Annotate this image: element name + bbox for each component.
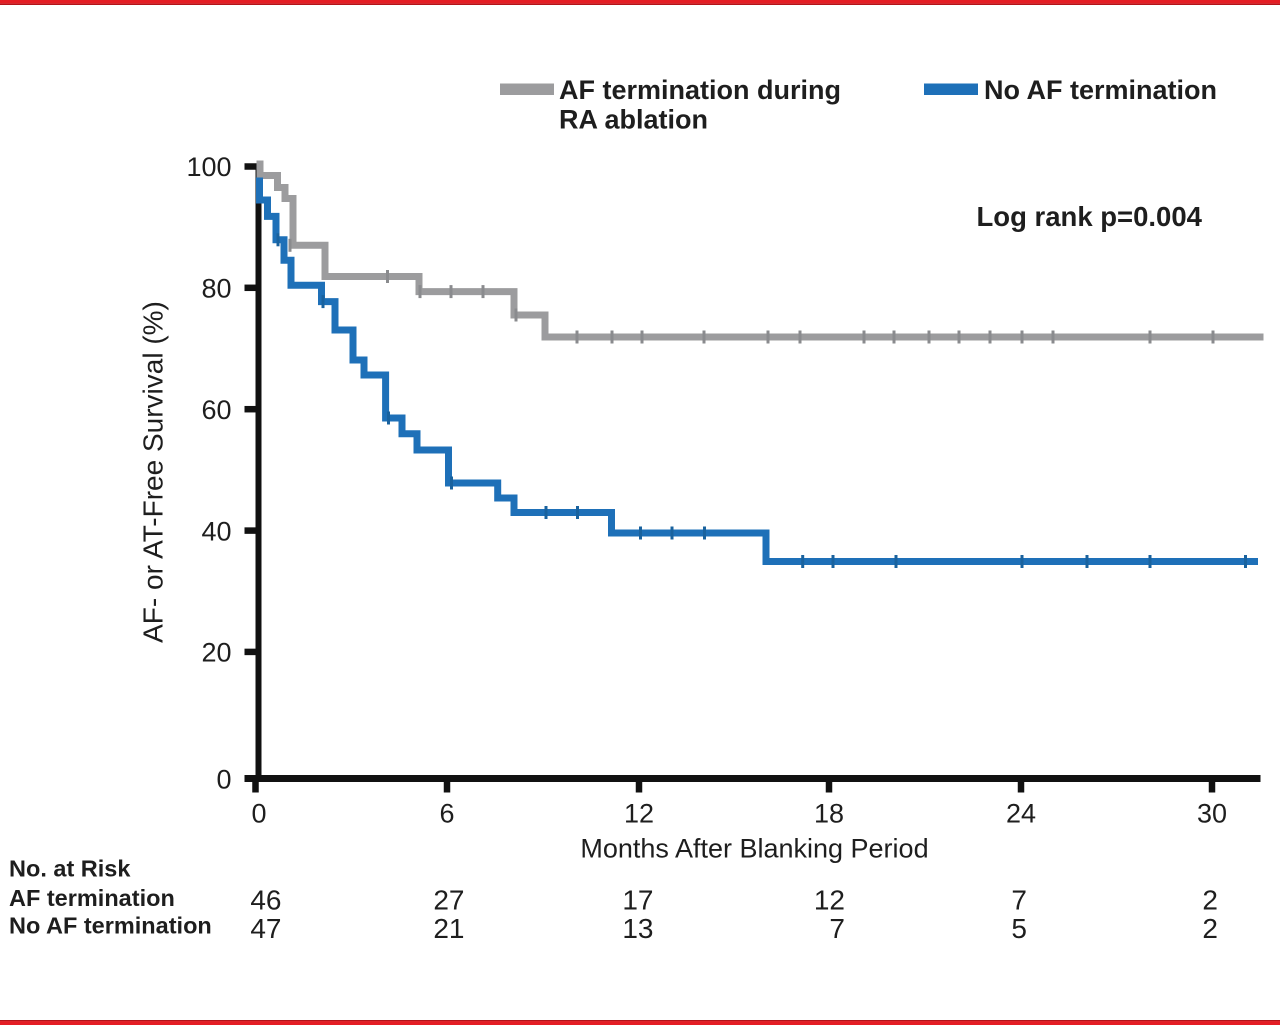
- svg-text:12: 12: [624, 799, 654, 829]
- svg-text:7: 7: [829, 913, 845, 944]
- svg-text:60: 60: [201, 395, 231, 425]
- svg-text:21: 21: [433, 913, 464, 944]
- svg-text:AF- or AT-Free Survival (%): AF- or AT-Free Survival (%): [138, 301, 169, 643]
- svg-text:18: 18: [814, 799, 844, 829]
- svg-text:100: 100: [186, 152, 231, 182]
- svg-text:13: 13: [622, 913, 653, 944]
- svg-text:46: 46: [250, 885, 281, 916]
- svg-text:No AF termination: No AF termination: [984, 75, 1217, 105]
- svg-text:40: 40: [201, 516, 231, 546]
- svg-text:Log rank p=0.004: Log rank p=0.004: [977, 201, 1203, 232]
- svg-text:0: 0: [251, 799, 266, 829]
- svg-text:2: 2: [1202, 885, 1218, 916]
- svg-text:27: 27: [433, 885, 464, 916]
- svg-text:0: 0: [216, 765, 231, 795]
- svg-text:7: 7: [1011, 885, 1027, 916]
- svg-text:Months After Blanking Period: Months After Blanking Period: [580, 834, 928, 864]
- svg-text:5: 5: [1011, 913, 1027, 944]
- svg-text:80: 80: [201, 274, 231, 304]
- svg-text:6: 6: [439, 799, 454, 829]
- svg-text:AF termination during: AF termination during: [559, 75, 841, 105]
- svg-text:30: 30: [1197, 799, 1227, 829]
- svg-text:AF termination: AF termination: [9, 885, 175, 911]
- svg-text:No AF termination: No AF termination: [9, 913, 212, 939]
- svg-text:20: 20: [201, 638, 231, 668]
- svg-text:No. at Risk: No. at Risk: [9, 856, 131, 882]
- svg-text:24: 24: [1006, 799, 1036, 829]
- svg-text:17: 17: [622, 885, 653, 916]
- svg-text:12: 12: [814, 885, 845, 916]
- svg-text:2: 2: [1202, 913, 1218, 944]
- svg-text:47: 47: [250, 913, 281, 944]
- svg-text:RA ablation: RA ablation: [559, 105, 708, 135]
